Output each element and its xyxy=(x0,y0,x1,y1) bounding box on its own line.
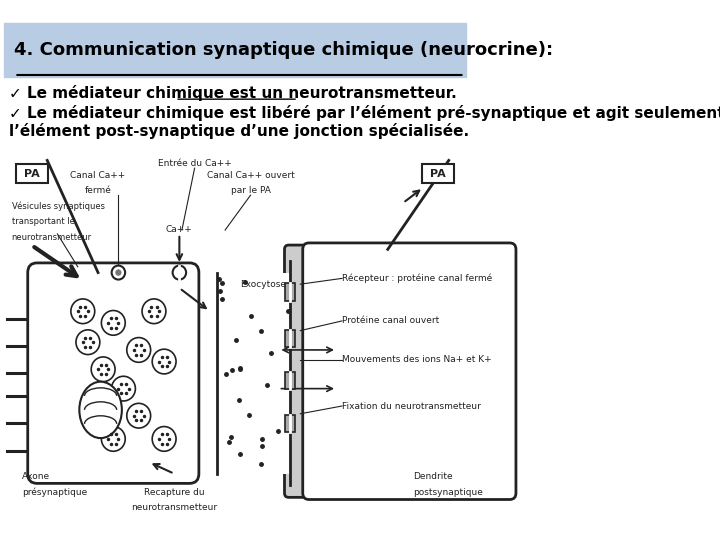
Text: Entrée du Ca++: Entrée du Ca++ xyxy=(158,159,232,168)
Bar xyxy=(286,415,294,432)
Circle shape xyxy=(76,330,100,355)
Circle shape xyxy=(152,349,176,374)
Text: l’élément post-synaptique d’une jonction spécialisée.: l’élément post-synaptique d’une jonction… xyxy=(9,124,469,139)
Circle shape xyxy=(115,269,122,276)
FancyBboxPatch shape xyxy=(284,245,318,497)
Text: transportant le: transportant le xyxy=(12,217,75,226)
FancyBboxPatch shape xyxy=(4,23,466,77)
Text: Dendrite: Dendrite xyxy=(413,472,453,482)
Text: Ca++: Ca++ xyxy=(166,225,193,234)
Text: Récepteur : protéine canal fermé: Récepteur : protéine canal fermé xyxy=(342,274,492,283)
Bar xyxy=(286,372,294,389)
Text: Vésicules synaptiques: Vésicules synaptiques xyxy=(12,201,104,211)
Circle shape xyxy=(152,427,176,451)
Text: PA: PA xyxy=(431,168,446,179)
Text: présynaptique: présynaptique xyxy=(22,488,87,497)
FancyBboxPatch shape xyxy=(302,243,516,500)
Text: Canal Ca++ ouvert: Canal Ca++ ouvert xyxy=(207,171,294,180)
Circle shape xyxy=(112,376,135,401)
FancyBboxPatch shape xyxy=(28,263,199,483)
Circle shape xyxy=(112,266,125,280)
Text: ✓ Le médiateur chimique est un neurotransmetteur.: ✓ Le médiateur chimique est un neurotran… xyxy=(9,85,457,101)
Text: Axone: Axone xyxy=(22,472,50,482)
Text: Fixation du neurotransmetteur: Fixation du neurotransmetteur xyxy=(342,402,481,410)
FancyBboxPatch shape xyxy=(16,165,48,183)
Text: fermé: fermé xyxy=(85,186,112,195)
Text: neurotransmetteur: neurotransmetteur xyxy=(12,233,91,241)
Text: Exocytose: Exocytose xyxy=(240,280,287,289)
Bar xyxy=(286,330,294,347)
Circle shape xyxy=(127,338,150,362)
Text: neurotransmetteur: neurotransmetteur xyxy=(131,503,217,512)
Text: Mouvements des ions Na+ et K+: Mouvements des ions Na+ et K+ xyxy=(342,355,492,364)
Text: Recapture du: Recapture du xyxy=(144,488,204,497)
Circle shape xyxy=(142,299,166,323)
Circle shape xyxy=(91,357,115,382)
Bar xyxy=(217,273,289,474)
Circle shape xyxy=(127,403,150,428)
Text: 4. Communication synaptique chimique (neurocrine):: 4. Communication synaptique chimique (ne… xyxy=(14,40,554,59)
Text: Protéine canal ouvert: Protéine canal ouvert xyxy=(342,316,439,326)
Bar xyxy=(6,141,515,528)
Circle shape xyxy=(102,310,125,335)
Circle shape xyxy=(71,299,95,323)
Circle shape xyxy=(173,266,186,280)
Text: Canal Ca++: Canal Ca++ xyxy=(71,171,126,180)
Text: ✓ Le médiateur chimique est libéré par l’élément pré-synaptique et agit seulemen: ✓ Le médiateur chimique est libéré par l… xyxy=(9,105,720,120)
Text: par le PA: par le PA xyxy=(230,186,271,195)
Circle shape xyxy=(102,427,125,451)
Ellipse shape xyxy=(79,382,122,438)
Bar xyxy=(286,284,294,301)
Text: PA: PA xyxy=(24,168,40,179)
Text: postsynaptique: postsynaptique xyxy=(413,488,483,497)
FancyBboxPatch shape xyxy=(423,165,454,183)
